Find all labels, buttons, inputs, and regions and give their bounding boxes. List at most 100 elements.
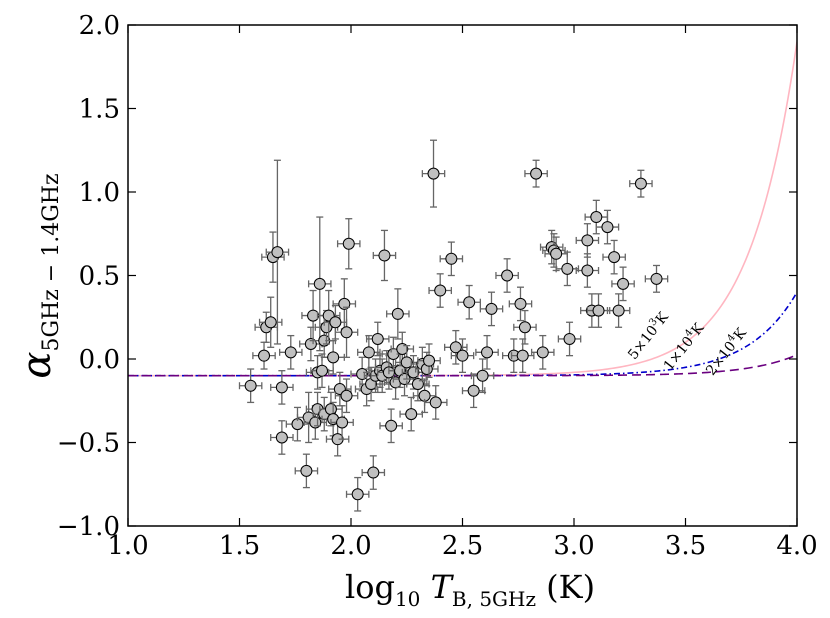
x-tick-label: 3.5 — [665, 531, 706, 561]
x-tick-label: 1.0 — [107, 531, 148, 561]
point-marker — [514, 297, 527, 310]
curve-label-exp: 3 — [647, 316, 660, 328]
point-marker — [385, 419, 398, 432]
point-marker — [300, 464, 313, 477]
data-point — [606, 293, 631, 328]
point-marker — [581, 234, 594, 247]
data-point — [555, 251, 580, 287]
x-tick-label: 4.0 — [776, 531, 817, 561]
data-point — [513, 309, 537, 345]
data-point — [365, 321, 390, 357]
curve-label-2e4: 2×104K — [702, 324, 751, 379]
point-marker — [329, 316, 342, 329]
point-marker — [405, 408, 418, 421]
point-marker — [536, 346, 549, 359]
point-marker — [481, 346, 494, 359]
point-marker — [351, 488, 364, 501]
point-marker — [340, 326, 353, 339]
point-marker — [561, 262, 574, 275]
point-marker — [617, 277, 630, 290]
x-label-log-sub: 10 — [395, 587, 420, 611]
data-point — [270, 420, 294, 455]
data-point — [325, 421, 350, 457]
data-point — [586, 293, 611, 328]
x-tick-label: 1.5 — [219, 531, 260, 561]
point-marker — [336, 416, 349, 429]
data-point — [310, 353, 334, 389]
data-point — [379, 408, 403, 444]
data-point — [423, 385, 448, 420]
data-point — [611, 266, 635, 302]
point-marker — [445, 252, 458, 265]
data-point — [495, 258, 519, 293]
data-point — [544, 236, 568, 272]
y-tick-label: 2.0 — [79, 11, 120, 41]
data-point — [278, 334, 303, 370]
point-marker — [501, 269, 514, 282]
data-point — [450, 338, 475, 374]
point-marker — [476, 369, 489, 382]
y-tick-label: −0.5 — [57, 429, 120, 459]
point-marker — [378, 249, 391, 262]
data-points — [238, 139, 669, 512]
data-point — [557, 321, 582, 357]
data-point — [508, 286, 533, 322]
data-point — [285, 406, 310, 442]
x-label-log: log — [345, 568, 395, 606]
data-point — [629, 169, 653, 198]
point-marker — [400, 356, 413, 369]
point-marker — [456, 349, 469, 362]
data-point — [428, 273, 453, 308]
point-marker — [550, 247, 563, 260]
y-tick-label: 0.0 — [79, 345, 120, 375]
data-point — [307, 216, 332, 352]
point-marker — [608, 251, 621, 264]
point-marker — [467, 384, 480, 397]
data-point — [294, 453, 319, 489]
point-marker — [258, 349, 271, 362]
data-point — [417, 343, 441, 379]
x-label-var: T — [431, 568, 455, 606]
y-tick-label: 1.0 — [79, 178, 120, 208]
point-marker — [592, 304, 605, 317]
y-axis-label: α5GHz − 1.4GHz — [14, 173, 64, 378]
data-point — [258, 296, 283, 348]
x-axis-label: log10 TB, 5GHz (K) — [345, 568, 595, 611]
point-marker — [429, 396, 442, 409]
data-point — [252, 341, 276, 370]
y-label-alpha: α — [14, 352, 60, 379]
x-label-unit: (K) — [546, 568, 595, 606]
model-curves — [128, 41, 797, 377]
point-marker — [367, 466, 380, 479]
y-tick-label: −1.0 — [57, 512, 120, 542]
point-marker — [271, 246, 284, 259]
point-marker — [423, 354, 436, 367]
data-point — [444, 329, 468, 365]
y-tick-label: 0.5 — [79, 262, 120, 292]
data-point — [595, 209, 620, 245]
data-point — [412, 378, 437, 414]
data-point — [399, 396, 424, 432]
point-marker — [327, 351, 340, 364]
data-point — [479, 291, 504, 327]
point-marker — [485, 302, 498, 315]
point-marker — [601, 221, 614, 234]
data-point — [345, 476, 370, 512]
point-marker — [342, 237, 355, 250]
data-point — [421, 139, 446, 208]
data-point — [334, 306, 359, 358]
curve-label-exp: 4 — [683, 327, 696, 339]
point-marker — [324, 403, 337, 416]
data-point — [470, 358, 495, 394]
plot-frame — [127, 24, 798, 527]
point-marker — [264, 316, 277, 329]
point-marker — [313, 277, 326, 290]
x-tick-label: 3.0 — [553, 531, 594, 561]
point-marker — [391, 307, 404, 320]
point-marker — [340, 389, 353, 402]
point-marker — [463, 296, 476, 309]
data-point — [321, 339, 345, 375]
point-marker — [563, 332, 576, 345]
